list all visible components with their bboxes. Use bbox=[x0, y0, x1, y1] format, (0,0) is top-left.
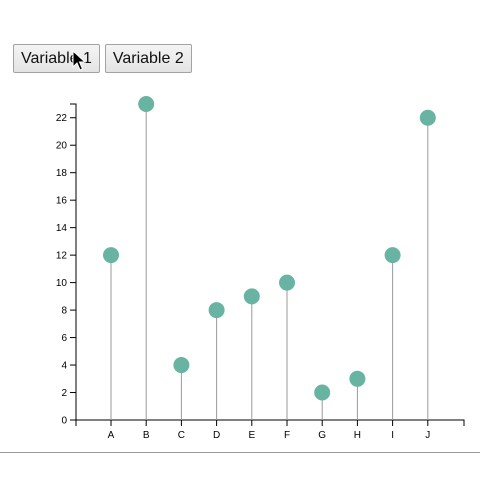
lollipop-point bbox=[243, 288, 260, 305]
y-tick-label: 4 bbox=[61, 361, 67, 372]
y-tick-label: 14 bbox=[56, 223, 68, 234]
lollipop-point bbox=[419, 109, 436, 126]
y-tick-label: 6 bbox=[61, 333, 67, 344]
y-tick-label: 22 bbox=[56, 113, 68, 124]
y-tick-label: 10 bbox=[56, 278, 68, 289]
y-tick-label: 0 bbox=[61, 416, 67, 427]
x-tick-label: C bbox=[178, 430, 185, 441]
lollipop-point bbox=[384, 247, 401, 264]
x-axis-line bbox=[75, 419, 465, 426]
lollipop-points bbox=[103, 96, 436, 401]
y-tick-label: 12 bbox=[56, 251, 68, 262]
lollipop-chart: 0 2 4 6 8 10 12 14 16 18 20 22 A B C D E F G H I J bbox=[56, 96, 465, 441]
lollipop-point bbox=[208, 302, 225, 319]
divider bbox=[0, 452, 480, 453]
x-tick-label: F bbox=[284, 430, 290, 441]
y-tick-label: 2 bbox=[61, 388, 67, 399]
y-tick-label: 18 bbox=[56, 168, 68, 179]
lollipop-stems bbox=[110, 104, 429, 420]
x-tick-label: G bbox=[318, 430, 326, 441]
lollipop-point bbox=[314, 384, 331, 401]
variable-toolbar: Variable 1 Variable 2 bbox=[13, 44, 192, 73]
y-tick-label: 16 bbox=[56, 196, 68, 207]
x-tick-label: I bbox=[391, 430, 394, 441]
mouse-cursor-icon bbox=[72, 50, 86, 71]
lollipop-point bbox=[138, 96, 155, 112]
y-axis-line bbox=[70, 103, 77, 421]
x-tick-label: H bbox=[354, 430, 361, 441]
lollipop-point bbox=[103, 247, 119, 264]
variable-1-button[interactable]: Variable 1 bbox=[13, 44, 100, 73]
x-tick-label: D bbox=[213, 430, 220, 441]
x-axis: A B C D E F G H I J bbox=[75, 419, 465, 441]
y-tick-label: 20 bbox=[56, 141, 68, 152]
variable-2-button[interactable]: Variable 2 bbox=[104, 44, 192, 73]
y-axis: 0 2 4 6 8 10 12 14 16 18 20 22 bbox=[56, 103, 77, 427]
lollipop-point bbox=[349, 370, 366, 387]
x-tick-label: J bbox=[425, 430, 430, 441]
x-tick-label: A bbox=[108, 430, 115, 441]
lollipop-point bbox=[279, 274, 295, 291]
y-tick-label: 8 bbox=[61, 306, 67, 317]
x-tick-label: E bbox=[248, 430, 255, 441]
lollipop-point bbox=[173, 357, 190, 374]
x-tick-label: B bbox=[143, 430, 150, 441]
